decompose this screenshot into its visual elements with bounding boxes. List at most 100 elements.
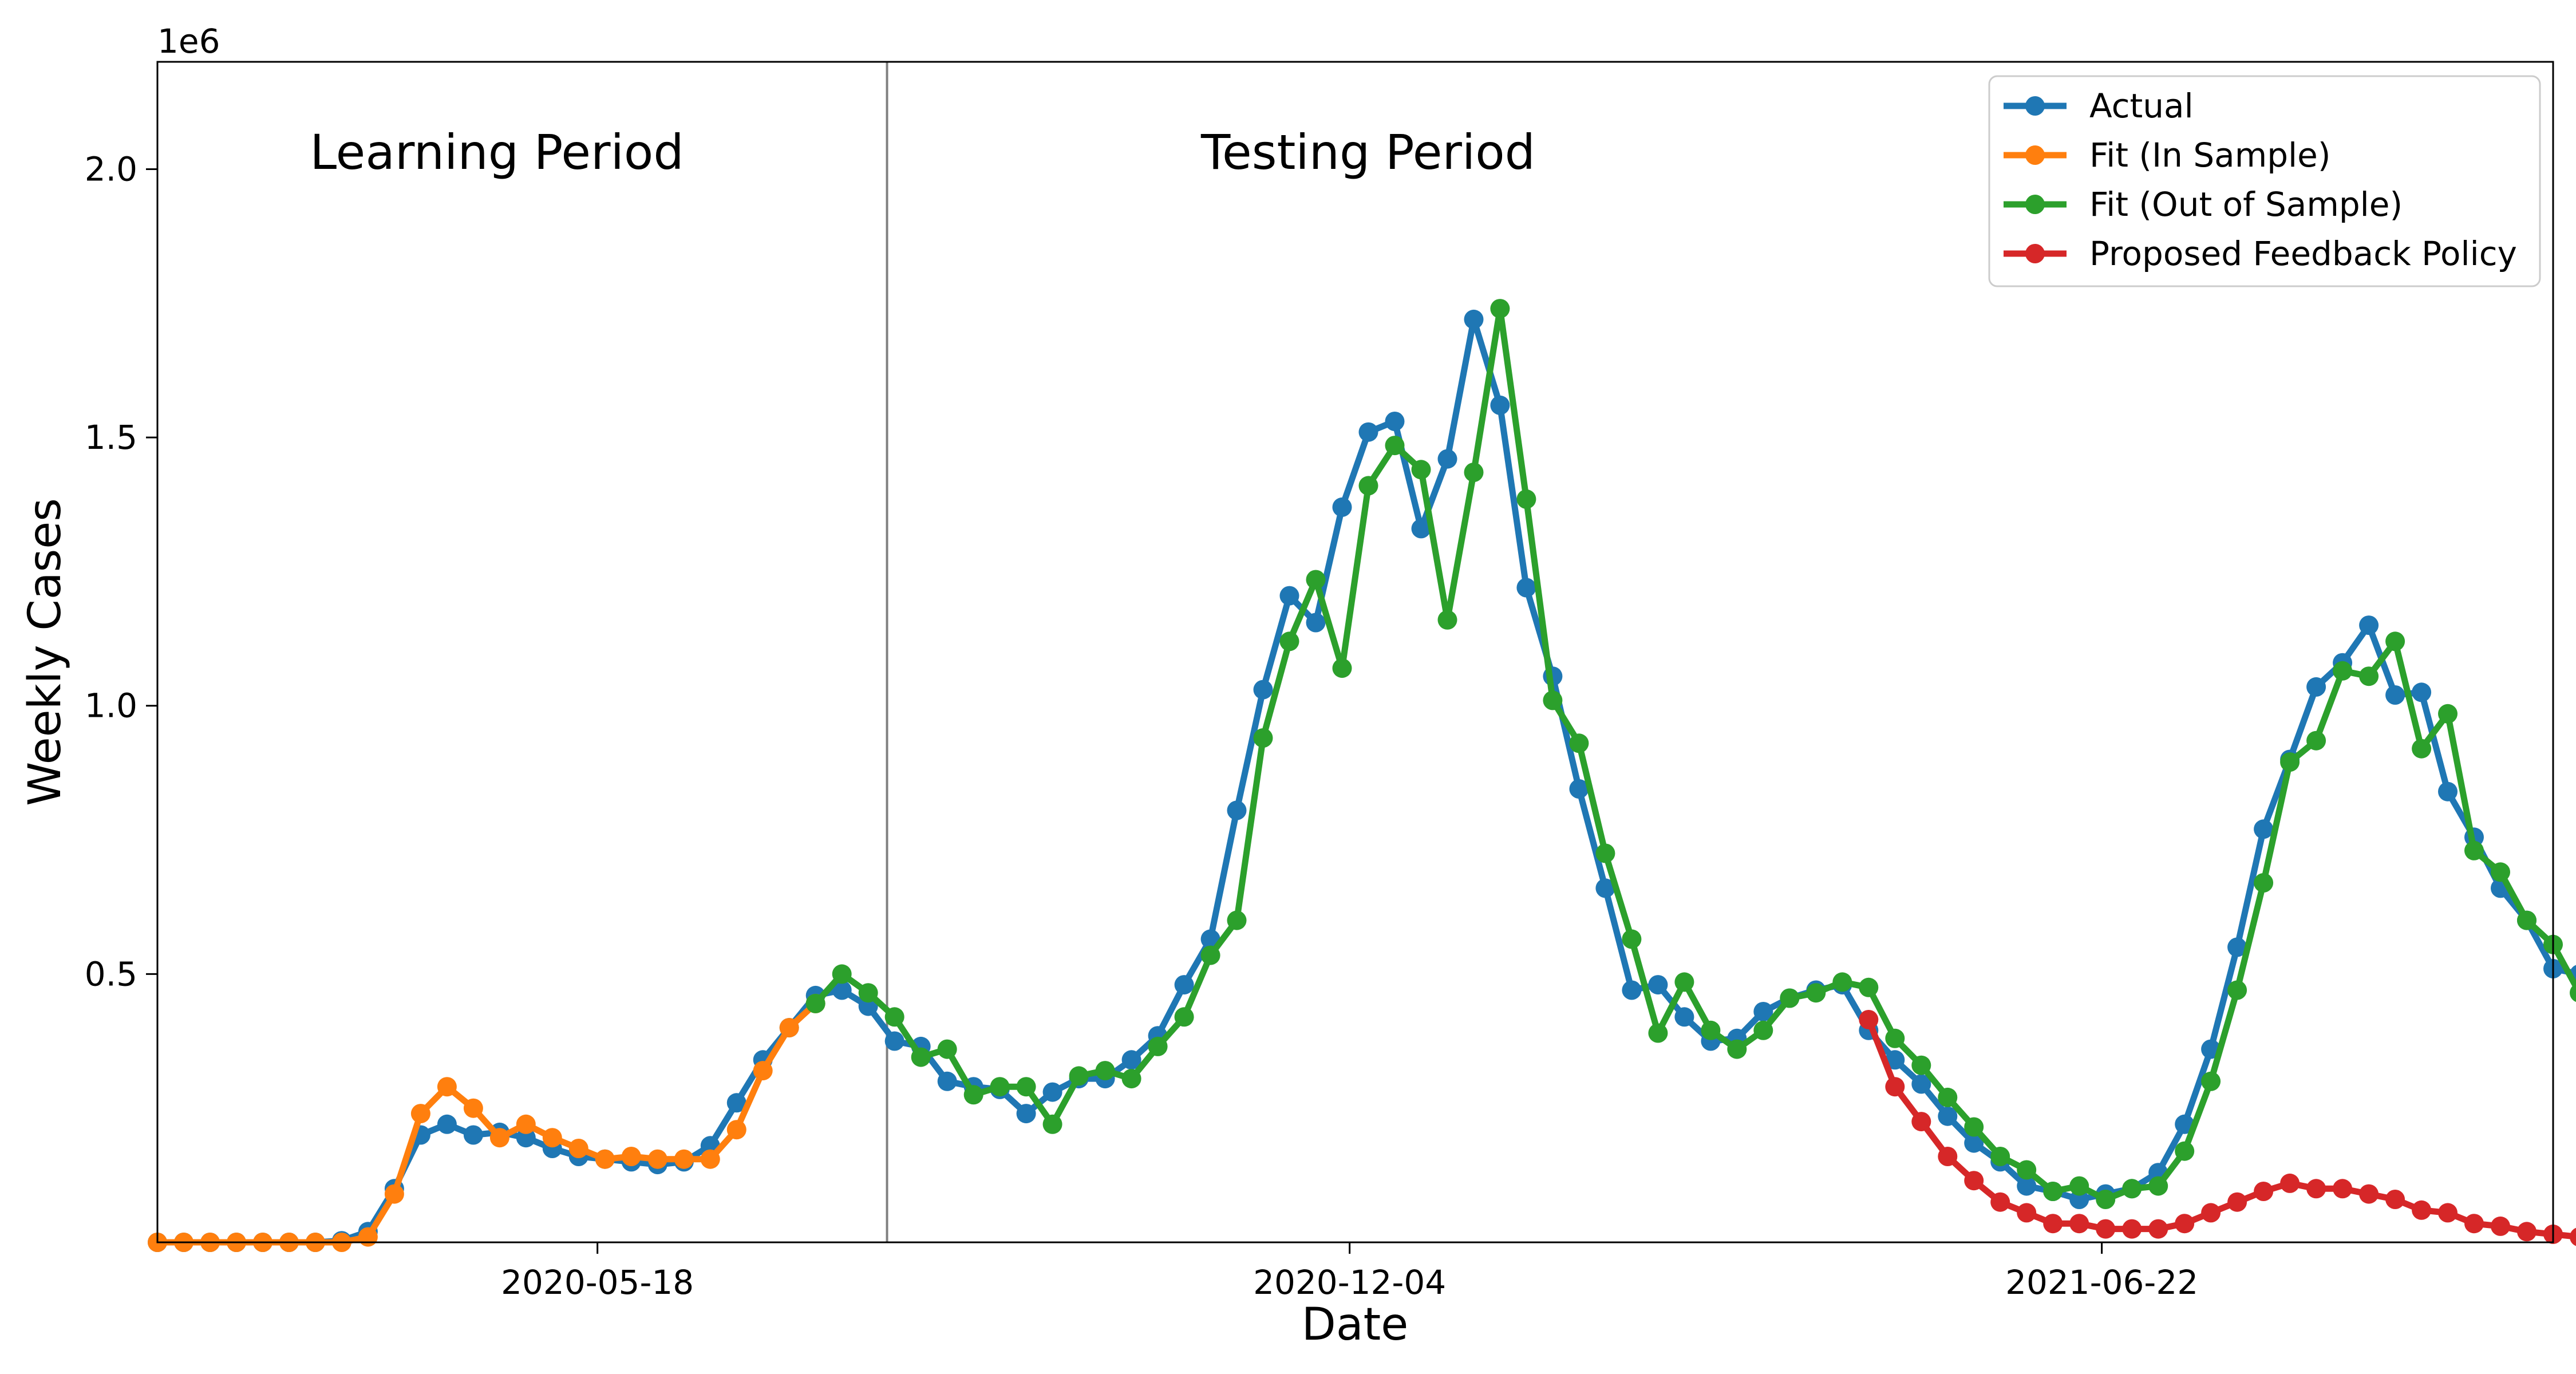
data-point [516,1114,536,1134]
data-point [1411,460,1431,480]
data-point [779,1018,799,1038]
data-point [2333,661,2353,681]
data-point [2438,781,2458,802]
data-point [2043,1182,2063,1201]
data-point [2122,1219,2142,1239]
data-point [2017,1203,2037,1223]
legend-swatch-marker [2025,96,2045,116]
data-point [2017,1176,2037,1196]
data-point [2491,1216,2510,1236]
data-point [2254,1182,2274,1201]
legend-swatch-marker [2025,195,2045,214]
x-tick-label: 2020-12-04 [1253,1263,1446,1302]
data-point [1227,910,1247,930]
data-point [2254,873,2274,893]
data-point [1464,309,1484,329]
data-point [1938,1087,1958,1107]
data-point [1042,1082,1062,1102]
data-point [1490,299,1510,319]
data-point [2069,1214,2089,1234]
data-point [463,1125,483,1145]
data-point [1385,412,1405,431]
data-point [2359,1184,2379,1204]
x-tick-label: 2021-06-22 [2005,1263,2198,1302]
data-point [674,1149,694,1169]
legend-swatch-marker [2025,145,2045,165]
data-point [2385,685,2405,705]
data-point [1464,463,1484,482]
data-point [726,1093,746,1113]
data-point [1964,1133,1984,1153]
data-point [1569,733,1589,753]
data-point [489,1128,509,1148]
data-point [1780,988,1800,1008]
legend-label: Actual [2089,86,2194,125]
data-point [1516,489,1536,509]
data-point [1727,1039,1747,1059]
data-point [2570,1227,2576,1246]
data-point [1753,1020,1773,1040]
plot-frame [156,61,2554,1243]
data-point [1648,975,1668,995]
data-point [2201,1071,2221,1091]
data-point [1332,497,1352,517]
data-point [1332,658,1352,678]
data-point [1148,1036,1168,1056]
data-point [2201,1203,2221,1223]
y-axis-ticks: 0.5 1.0 1.5 2.0 [85,149,157,993]
data-point [1306,570,1326,590]
data-point [2148,1176,2168,1196]
y-tick-label: 1.5 [85,418,137,457]
data-point [2438,1203,2458,1223]
data-point [2227,1192,2247,1212]
testing-period-label: Testing Period [1200,124,1535,180]
legend-label: Proposed Feedback Policy [2089,234,2517,273]
y-tick-label: 0.5 [85,954,137,993]
data-point [384,1184,404,1204]
data-point [1911,1112,1931,1132]
data-point [410,1104,430,1124]
legend-entry: Proposed Feedback Policy [2004,234,2517,273]
data-point [2464,840,2484,860]
data-point [437,1077,457,1097]
data-point [1069,1066,1089,1086]
data-point [1358,476,1378,496]
data-point [937,1071,957,1091]
legend-entry: Actual [2004,86,2194,125]
data-point [937,1039,957,1059]
data-point [1753,1002,1773,1021]
data-point [568,1139,588,1158]
data-point [2254,819,2274,839]
data-point [2280,752,2300,772]
data-point [463,1098,483,1118]
data-point [2359,615,2379,635]
data-point [832,964,852,984]
data-point [542,1128,562,1148]
data-point [726,1120,746,1140]
data-point [911,1047,931,1067]
legend-label: Fit (Out of Sample) [2089,185,2403,224]
data-point [2096,1190,2116,1209]
data-point [2438,704,2458,724]
data-point [595,1149,615,1169]
data-point [700,1149,720,1169]
data-point [2306,731,2326,751]
data-point [2122,1179,2142,1199]
series-line [813,305,2576,1203]
data-point [1490,395,1510,415]
data-point [2306,677,2326,697]
y-axis-title: Weekly Cases [19,498,71,806]
data-point [1016,1104,1036,1124]
data-point [1885,1028,1905,1048]
data-point [621,1147,641,1166]
data-point [2175,1114,2195,1134]
data-point [1253,728,1273,748]
data-point [990,1077,1010,1097]
learning-period-label: Learning Period [310,124,683,180]
y-tick-label: 1.0 [85,686,137,725]
data-point [1938,1147,1958,1166]
data-point [2412,739,2432,759]
data-point [1174,975,1194,995]
data-point [1174,1007,1194,1027]
